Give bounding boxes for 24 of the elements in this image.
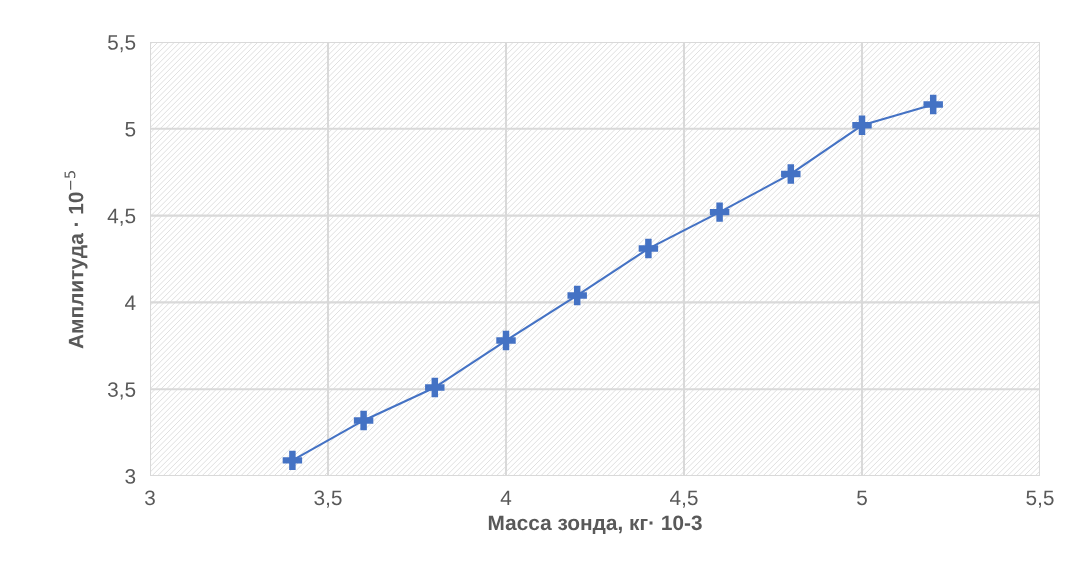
x-tick-label: 4 (500, 490, 512, 505)
y-axis-title: Амплитуда · 10$^{−5}$ (64, 171, 88, 349)
point (923, 94, 943, 115)
x-tick-label: 3,5 (314, 490, 342, 508)
x-tick-label: 3 (145, 490, 155, 506)
x-tick-label: 5 (857, 490, 867, 506)
point (852, 115, 872, 136)
point (425, 377, 445, 398)
point (282, 450, 303, 471)
y-tick-label: 3,5 (107, 382, 136, 400)
point (567, 285, 587, 306)
x-tick-label: 4,5 (670, 490, 698, 508)
point (638, 238, 659, 259)
point (353, 410, 374, 431)
x-tick-label: 5,5 (1026, 490, 1054, 508)
y-tick-label: 3 (125, 469, 136, 484)
point (709, 202, 730, 222)
x-axis-title: Масса зонда, кг· 10-3 (488, 515, 702, 535)
y-tick-label: 4 (125, 295, 136, 310)
y-tick-label: 4,5 (107, 208, 136, 226)
y-tick-label: 5 (125, 122, 136, 137)
point (496, 330, 516, 351)
y-tick-label: 5,5 (107, 35, 136, 53)
point (781, 164, 801, 184)
